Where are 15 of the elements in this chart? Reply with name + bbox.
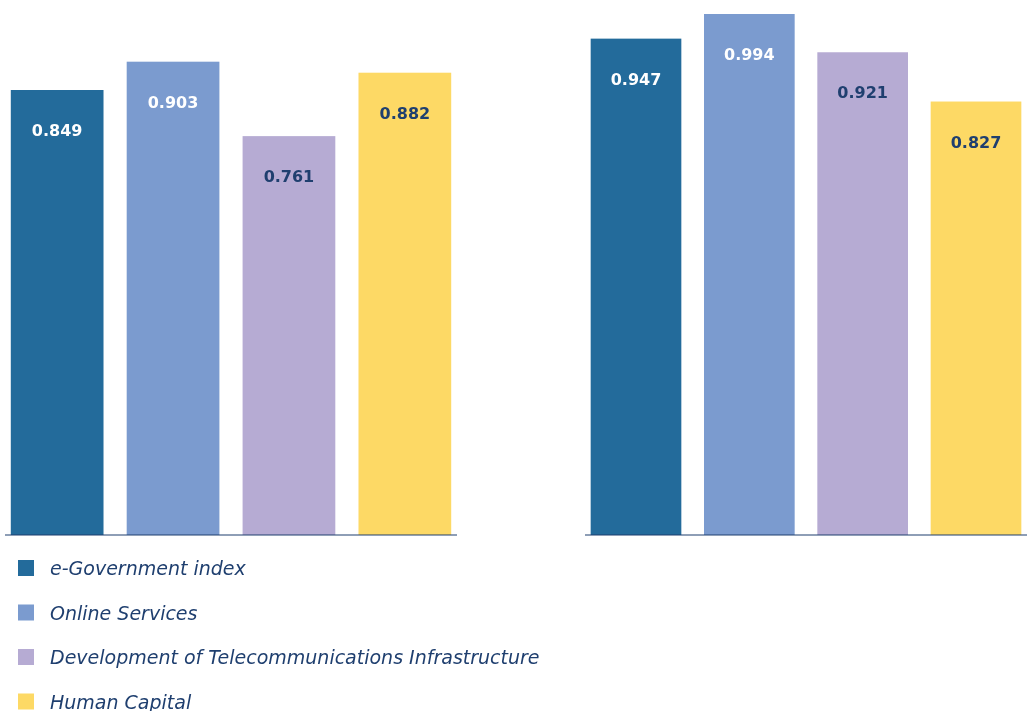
- data-label: 0.994: [724, 45, 775, 64]
- data-label: 0.947: [610, 69, 662, 89]
- data-label: 0.827: [950, 132, 1002, 152]
- bar: [590, 38, 682, 535]
- data-label: 0.761: [263, 167, 315, 187]
- data-label: 0.903: [147, 92, 199, 112]
- legend-label: Online Services: [50, 601, 198, 624]
- bar: [817, 52, 908, 535]
- data-label: 0.921: [837, 83, 888, 103]
- data-label: 0.849: [31, 121, 83, 140]
- bar: [930, 101, 1022, 535]
- bar: [704, 14, 795, 535]
- legend-label: Development of Telecommunications Infrastructure: [50, 646, 540, 668]
- data-label: 0.882: [379, 103, 431, 123]
- legend-label: e-Government index: [50, 557, 247, 579]
